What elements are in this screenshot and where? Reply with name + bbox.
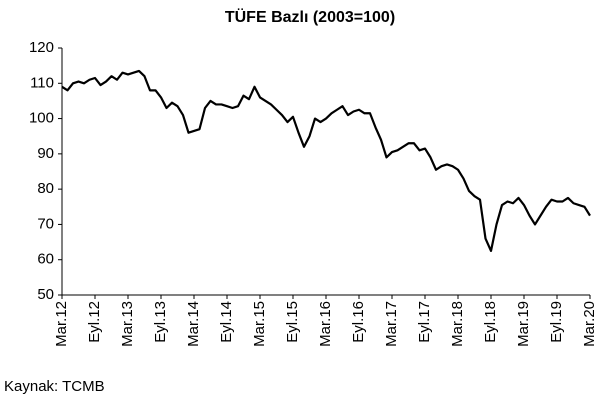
x-tick-label: Mar.16 [317,301,334,347]
y-tick-label: 110 [30,74,54,91]
x-tick-label: Mar.19 [515,301,532,347]
x-tick-label: Eyl.14 [218,301,235,343]
y-tick-label: 50 [37,286,54,303]
y-tick-label: 70 [37,215,54,232]
y-tick-label: 60 [37,251,54,268]
x-tick-label: Mar.13 [119,301,136,347]
y-tick-label: 80 [37,180,54,197]
line-series [61,69,591,252]
chart-title: TÜFE Bazlı (2003=100) [225,7,395,26]
x-tick-label: Eyl.13 [152,301,169,343]
x-tick-label: Eyl.12 [86,301,103,343]
x-tick-label: Mar.18 [449,301,466,347]
x-tick-label: Mar.15 [251,301,268,347]
x-tick-label: Mar.20 [581,301,598,347]
source-note: Kaynak: TCMB [4,378,105,395]
x-tick-label: Eyl.17 [416,301,433,343]
x-tick-label: Mar.14 [185,301,202,347]
x-tick-label: Mar.12 [53,301,70,347]
x-tick-label: Mar.17 [383,301,400,347]
x-tick-label: Eyl.19 [548,301,565,343]
y-tick-label: 100 [29,110,54,127]
x-tick-label: Eyl.18 [482,301,499,343]
x-tick-label: Eyl.16 [350,301,367,343]
x-tick-label: Eyl.15 [284,301,301,343]
y-tick-label: 90 [37,145,54,162]
y-tick-label: 120 [29,39,54,56]
